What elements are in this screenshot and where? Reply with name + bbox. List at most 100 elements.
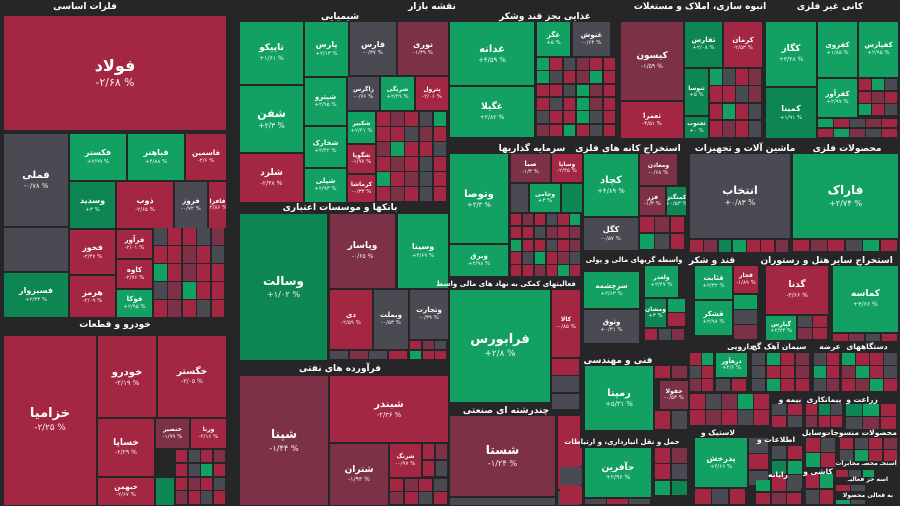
treemap-tile[interactable] [603, 124, 616, 137]
treemap-tile[interactable]: کمنگنز+۰/۵۳ % [667, 187, 686, 215]
treemap-tile[interactable] [560, 486, 582, 504]
treemap-tile[interactable] [410, 350, 422, 359]
treemap-tile[interactable] [851, 485, 865, 491]
treemap-tile[interactable] [450, 498, 555, 505]
treemap-tile[interactable] [885, 104, 897, 116]
treemap-tile[interactable] [405, 142, 419, 156]
treemap-tile[interactable] [563, 58, 576, 70]
treemap-tile[interactable] [795, 353, 809, 365]
treemap-tile[interactable] [405, 172, 419, 186]
treemap-tile[interactable]: خساپا -۲/۲۹ % [98, 419, 154, 476]
treemap-tile[interactable] [795, 366, 809, 378]
treemap-tile[interactable] [404, 479, 418, 491]
treemap-tile[interactable] [433, 479, 447, 491]
treemap-tile[interactable] [670, 233, 685, 249]
treemap-tile[interactable] [552, 393, 579, 410]
treemap-tile[interactable]: گدنا -۳/۶۶ % [766, 266, 828, 314]
treemap-tile[interactable] [560, 467, 582, 485]
treemap-tile[interactable]: فاسمین -۲/۶ % [186, 134, 226, 180]
treemap-tile[interactable] [570, 265, 581, 277]
treemap-tile[interactable]: شپنا -۱/۴۴ % [240, 376, 328, 505]
treemap-tile[interactable]: کمینا +۱/۹۱ % [766, 88, 816, 138]
treemap-tile[interactable] [658, 329, 671, 340]
treemap-tile[interactable] [590, 111, 603, 124]
treemap-tile[interactable] [154, 246, 167, 263]
treemap-tile[interactable] [435, 341, 447, 349]
treemap-tile[interactable] [388, 351, 407, 359]
treemap-tile[interactable] [806, 453, 820, 467]
treemap-tile[interactable]: کاوه -۲/۷۶ % [117, 260, 152, 288]
treemap-tile[interactable] [749, 69, 761, 85]
treemap-tile[interactable] [419, 157, 433, 171]
treemap-tile[interactable] [419, 492, 432, 504]
treemap-tile[interactable] [419, 479, 432, 491]
treemap-tile[interactable]: شفن +۲/۳ % [240, 86, 303, 152]
treemap-tile[interactable] [577, 71, 589, 84]
treemap-tile[interactable] [781, 366, 794, 378]
treemap-tile[interactable] [734, 310, 757, 324]
treemap-tile[interactable] [213, 450, 225, 463]
treemap-tile[interactable] [749, 454, 768, 470]
treemap-tile[interactable] [881, 334, 897, 341]
treemap-tile[interactable] [787, 460, 802, 474]
treemap-tile[interactable]: زاگرس -۰/۷۶ % [348, 77, 379, 110]
treemap-tile[interactable] [818, 119, 833, 127]
treemap-tile[interactable] [787, 404, 802, 415]
treemap-tile[interactable] [570, 226, 581, 239]
treemap-tile[interactable] [590, 98, 603, 110]
treemap-tile[interactable] [546, 252, 557, 264]
treemap-tile[interactable] [834, 128, 849, 137]
treemap-tile[interactable] [840, 450, 853, 461]
treemap-tile[interactable] [640, 233, 654, 249]
treemap-tile[interactable] [831, 404, 843, 415]
treemap-tile[interactable] [671, 366, 687, 378]
treemap-tile[interactable]: کفپارس +۲/۹۵ % [859, 22, 898, 77]
treemap-tile[interactable] [880, 240, 897, 251]
treemap-tile[interactable] [882, 128, 897, 137]
treemap-tile[interactable] [182, 264, 196, 281]
treemap-tile[interactable] [787, 480, 802, 491]
treemap-tile[interactable] [863, 240, 879, 251]
treemap-tile[interactable] [690, 394, 705, 409]
treemap-tile[interactable]: فولاد -۲/۶۸ % [4, 16, 226, 130]
treemap-tile[interactable] [563, 84, 576, 97]
treemap-tile[interactable] [836, 485, 850, 491]
treemap-tile[interactable] [749, 438, 768, 453]
treemap-tile[interactable]: کیسون -۱/۵۹ % [621, 22, 683, 100]
treemap-tile[interactable] [201, 450, 212, 463]
treemap-tile[interactable] [883, 450, 897, 461]
treemap-tile[interactable] [182, 228, 196, 245]
treemap-tile[interactable] [710, 69, 722, 85]
treemap-tile[interactable]: خودرو -۲/۱۹ % [98, 336, 156, 417]
treemap-tile[interactable] [176, 463, 187, 476]
treemap-tile[interactable] [154, 264, 167, 281]
treemap-tile[interactable] [188, 477, 200, 490]
treemap-tile[interactable] [690, 410, 705, 425]
treemap-tile[interactable] [771, 480, 786, 491]
treemap-tile[interactable]: کفرآور +۲/۹۷ % [818, 79, 857, 117]
treemap-tile[interactable] [695, 489, 711, 504]
treemap-tile[interactable] [710, 86, 722, 102]
treemap-tile[interactable] [842, 353, 855, 365]
treemap-tile[interactable] [738, 394, 753, 409]
treemap-tile[interactable] [377, 172, 390, 186]
treemap-tile[interactable] [845, 240, 862, 251]
treemap-tile[interactable] [833, 334, 848, 341]
treemap-tile[interactable] [712, 489, 729, 504]
treemap-tile[interactable] [629, 499, 650, 504]
treemap-tile[interactable]: فکستر +۲/۹۹ % [70, 134, 126, 180]
treemap-tile[interactable] [577, 98, 589, 110]
treemap-tile[interactable] [410, 341, 422, 349]
treemap-tile[interactable]: فوکا +۲/۹۵ % [117, 290, 152, 317]
treemap-tile[interactable] [690, 366, 701, 378]
treemap-tile[interactable] [850, 119, 865, 127]
treemap-tile[interactable] [884, 366, 897, 378]
treemap-tile[interactable] [863, 417, 880, 429]
treemap-tile[interactable]: تاپیکو +۱/۶۱ % [240, 22, 303, 84]
treemap-tile[interactable] [710, 120, 722, 137]
treemap-tile[interactable] [585, 499, 606, 504]
treemap-tile[interactable] [534, 214, 545, 226]
treemap-tile[interactable] [798, 316, 812, 327]
treemap-tile[interactable] [702, 379, 713, 391]
treemap-tile[interactable] [749, 120, 761, 137]
